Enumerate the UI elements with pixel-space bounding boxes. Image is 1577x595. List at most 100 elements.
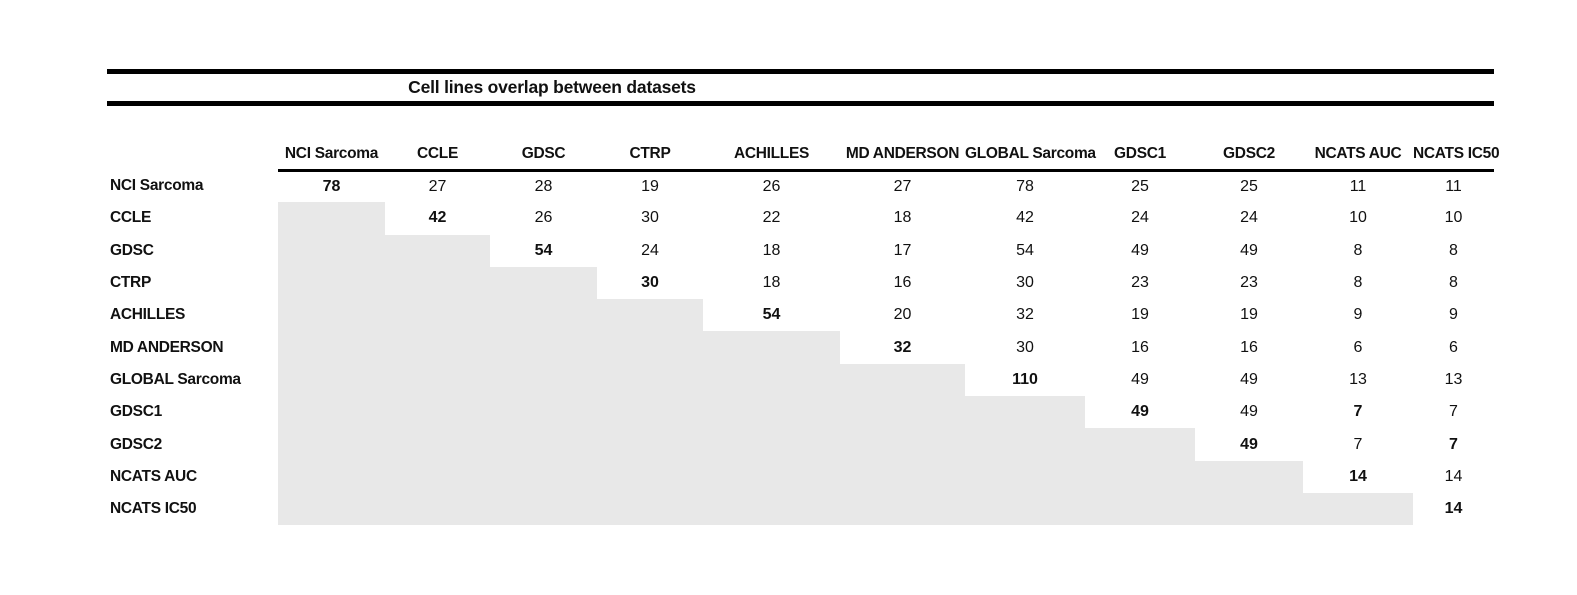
shaded-cell — [840, 460, 965, 493]
row-header: NCATS AUC — [110, 467, 197, 485]
column-header: GDSC2 — [1195, 140, 1303, 172]
table-row: GDSC1 49 49 7 7 — [107, 396, 1494, 429]
table-row: GDSC 54 24 18 17 54 49 49 8 8 — [107, 234, 1494, 267]
overlap-value-cell: 49 — [1131, 370, 1149, 388]
overlap-value-cell: 54 — [762, 306, 781, 324]
table-row: NCI Sarcoma 78 27 28 19 26 27 78 25 25 11 11 — [107, 170, 1494, 202]
shaded-cell — [278, 396, 385, 429]
overlap-value-cell: 24 — [1240, 209, 1258, 227]
overlap-value-cell: 16 — [1240, 338, 1258, 356]
row-header: NCATS IC50 — [110, 500, 197, 518]
overlap-value-cell: 7 — [1353, 435, 1363, 453]
overlap-value-cell: 49 — [1240, 241, 1258, 259]
shaded-cell — [278, 266, 385, 300]
overlap-value-cell: 49 — [1131, 403, 1149, 421]
row-header: ACHILLES — [110, 306, 186, 324]
top-rule — [107, 69, 1494, 74]
shaded-cell — [385, 299, 490, 332]
overlap-value-cell: 9 — [1353, 306, 1363, 324]
overlap-value-cell: 49 — [1240, 403, 1258, 421]
overlap-value-cell: 8 — [1353, 274, 1363, 292]
overlap-value-cell: 49 — [1131, 241, 1149, 259]
overlap-value-cell: 18 — [762, 274, 781, 292]
shaded-cell — [278, 363, 385, 397]
overlap-value-cell: 19 — [1131, 306, 1149, 324]
shaded-cell — [1085, 492, 1195, 526]
table-row: GDSC2 49 7 7 — [107, 428, 1494, 461]
column-header: MD ANDERSON — [840, 140, 965, 172]
shaded-cell — [597, 460, 703, 493]
shaded-cell — [385, 460, 490, 493]
overlap-value-cell: 23 — [1240, 274, 1258, 292]
shaded-cell — [703, 428, 840, 461]
row-header: GLOBAL Sarcoma — [110, 370, 241, 388]
table-row: ACHILLES 54 20 32 19 19 9 9 — [107, 299, 1494, 332]
overlap-value-cell: 54 — [534, 241, 553, 259]
shaded-cell — [278, 331, 385, 364]
shaded-cell — [1085, 460, 1195, 493]
shaded-cell — [1195, 492, 1303, 526]
shaded-cell — [1085, 428, 1195, 461]
overlap-value-cell: 25 — [1131, 177, 1149, 195]
overlap-value-cell: 10 — [1444, 209, 1463, 227]
overlap-value-cell: 19 — [1240, 306, 1258, 324]
shaded-cell — [490, 396, 597, 429]
shaded-cell — [490, 363, 597, 397]
shaded-cell — [385, 428, 490, 461]
overlap-value-cell: 25 — [1240, 177, 1258, 195]
shaded-cell — [840, 363, 965, 397]
overlap-value-cell: 24 — [641, 241, 659, 259]
column-header: CTRP — [597, 140, 703, 172]
overlap-value-cell: 20 — [893, 306, 912, 324]
overlap-value-cell: 8 — [1353, 241, 1363, 259]
shaded-cell — [490, 460, 597, 493]
row-header: NCI Sarcoma — [110, 177, 204, 195]
column-header: NCATS AUC — [1303, 140, 1413, 172]
overlap-value-cell: 23 — [1131, 274, 1149, 292]
overlap-value-cell: 110 — [1012, 370, 1038, 388]
shaded-cell — [490, 331, 597, 364]
shaded-cell — [703, 492, 840, 526]
title-band: Cell lines overlap between datasets — [107, 74, 997, 101]
column-header: GDSC — [490, 140, 597, 172]
overlap-value-cell: 22 — [762, 209, 781, 227]
shaded-cell — [840, 428, 965, 461]
row-header: GDSC2 — [110, 435, 162, 453]
shaded-cell — [385, 492, 490, 526]
column-header: CCLE — [385, 140, 490, 172]
shaded-cell — [965, 492, 1085, 526]
shaded-cell — [597, 299, 703, 332]
overlap-value-cell: 30 — [1016, 338, 1034, 356]
shaded-cell — [278, 460, 385, 493]
overlap-value-cell: 9 — [1449, 306, 1458, 324]
table-row: MD ANDERSON 32 30 16 16 6 6 — [107, 331, 1494, 364]
overlap-value-cell: 17 — [893, 241, 912, 259]
shaded-cell — [278, 428, 385, 461]
shaded-cell — [703, 363, 840, 397]
shaded-cell — [490, 428, 597, 461]
overlap-value-cell: 30 — [641, 274, 659, 292]
overlap-value-cell: 49 — [1240, 370, 1258, 388]
overlap-value-cell: 14 — [1444, 467, 1463, 485]
overlap-value-cell: 14 — [1349, 467, 1367, 485]
overlap-value-cell: 49 — [1240, 435, 1258, 453]
overlap-value-cell: 19 — [641, 177, 659, 195]
column-header: GDSC1 — [1085, 140, 1195, 172]
overlap-value-cell: 7 — [1449, 435, 1458, 453]
shaded-cell — [840, 396, 965, 429]
header-row: NCI Sarcoma CCLE GDSC CTRP ACHILLES MD ANDERS… — [107, 140, 1500, 172]
row-header: GDSC1 — [110, 403, 162, 421]
overlap-value-cell: 54 — [1016, 241, 1034, 259]
overlap-value-cell: 8 — [1449, 241, 1458, 259]
overlap-value-cell: 27 — [428, 177, 447, 195]
overlap-value-cell: 78 — [322, 177, 341, 195]
shaded-cell — [278, 202, 385, 235]
title-bottom-rule — [107, 101, 1494, 106]
shaded-cell — [965, 428, 1085, 461]
shaded-cell — [278, 492, 385, 526]
overlap-value-cell: 11 — [1349, 177, 1367, 195]
overlap-value-cell: 42 — [1016, 209, 1034, 227]
overlap-value-cell: 7 — [1353, 403, 1363, 421]
row-header: GDSC — [110, 241, 154, 259]
overlap-value-cell: 16 — [1131, 338, 1149, 356]
